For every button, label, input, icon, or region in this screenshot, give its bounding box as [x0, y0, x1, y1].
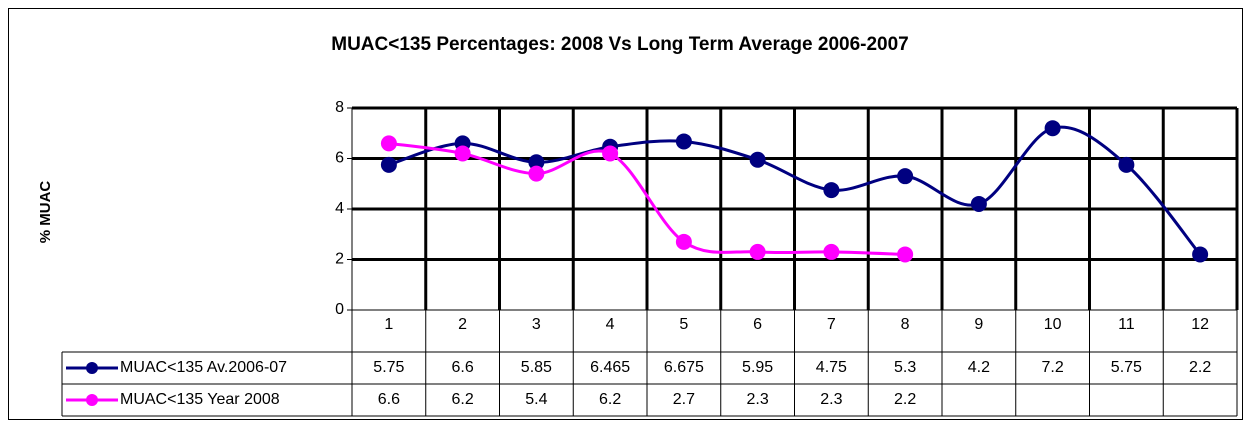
table-value: 6.2 [599, 391, 621, 408]
table-value: 5.75 [1111, 359, 1142, 376]
table-value: 2.3 [747, 391, 769, 408]
x-tick-label: 2 [458, 316, 467, 333]
point [1044, 120, 1061, 137]
legend-marker [86, 362, 98, 374]
point [454, 145, 471, 162]
point [602, 145, 619, 162]
point [528, 154, 545, 171]
point [675, 133, 692, 150]
x-tick-label: 1 [384, 316, 393, 333]
point [897, 168, 914, 185]
x-tick-label: 4 [606, 316, 615, 333]
x-tick-label: 6 [753, 316, 762, 333]
x-tick-label: 7 [827, 316, 836, 333]
x-tick-label: 3 [532, 316, 541, 333]
table-value: 7.2 [1042, 359, 1064, 376]
chart-title: MUAC<135 Percentages: 2008 Vs Long Term … [331, 34, 909, 55]
table-value: 6.6 [378, 391, 400, 408]
point [675, 233, 692, 250]
table-value: 2.3 [820, 391, 842, 408]
table-value: 2.2 [1189, 359, 1211, 376]
legend-marker [86, 394, 98, 406]
table-value: 2.2 [894, 391, 916, 408]
x-tick-label: 11 [1118, 316, 1135, 333]
point [823, 243, 840, 260]
x-tick-label: 5 [679, 316, 688, 333]
y-tick-label: 4 [335, 200, 344, 217]
point [380, 135, 397, 152]
point [970, 195, 987, 212]
table-value: 6.2 [452, 391, 474, 408]
table-value: 5.85 [521, 359, 552, 376]
point [380, 156, 397, 173]
table-value: 5.3 [894, 359, 916, 376]
table-value: 4.2 [968, 359, 990, 376]
table-value: 4.75 [816, 359, 847, 376]
table-value: 2.7 [673, 391, 695, 408]
table-value: 5.75 [373, 359, 404, 376]
legend-label: MUAC<135 Year 2008 [120, 391, 280, 408]
legend-label: MUAC<135 Av.2006-07 [120, 359, 287, 376]
point [528, 165, 545, 182]
point [1118, 156, 1135, 173]
table-value: 6.465 [590, 359, 630, 376]
x-tick-label: 8 [901, 316, 910, 333]
chart-frame [8, 8, 1243, 420]
table-value: 6.6 [452, 359, 474, 376]
y-tick-label: 2 [335, 251, 344, 268]
point [749, 151, 766, 168]
point [749, 243, 766, 260]
x-tick-label: 12 [1191, 316, 1209, 333]
point [1192, 246, 1209, 263]
series-line [388, 141, 906, 256]
y-tick-label: 6 [335, 150, 344, 167]
x-tick-label: 10 [1044, 316, 1062, 333]
y-tick-label: 0 [335, 301, 344, 318]
y-tick-label: 8 [335, 99, 344, 116]
point [897, 246, 914, 263]
table-value: 6.675 [664, 359, 704, 376]
point [823, 182, 840, 199]
table-value: 5.95 [742, 359, 773, 376]
x-tick-label: 9 [974, 316, 983, 333]
table-value: 5.4 [525, 391, 547, 408]
y-axis-label: % MUAC [37, 181, 54, 244]
